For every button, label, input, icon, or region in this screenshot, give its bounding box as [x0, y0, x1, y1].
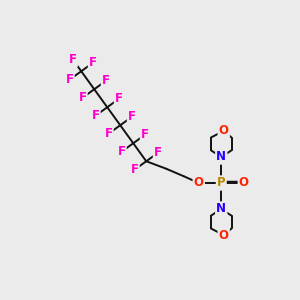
Text: N: N	[216, 202, 226, 215]
Text: F: F	[154, 146, 162, 159]
Text: P: P	[217, 176, 226, 190]
Text: F: F	[141, 128, 149, 141]
Text: F: F	[89, 56, 97, 69]
Text: N: N	[216, 151, 226, 164]
Text: F: F	[130, 163, 139, 176]
Text: F: F	[102, 74, 110, 87]
Text: O: O	[219, 229, 229, 242]
Text: O: O	[239, 176, 249, 190]
Text: F: F	[79, 91, 86, 104]
Text: F: F	[118, 145, 125, 158]
Text: F: F	[65, 73, 74, 86]
Text: F: F	[128, 110, 136, 123]
Text: O: O	[194, 176, 204, 190]
Text: O: O	[219, 124, 229, 137]
Text: F: F	[104, 127, 112, 140]
Text: F: F	[92, 109, 100, 122]
Text: F: F	[115, 92, 123, 105]
Text: F: F	[69, 53, 77, 66]
